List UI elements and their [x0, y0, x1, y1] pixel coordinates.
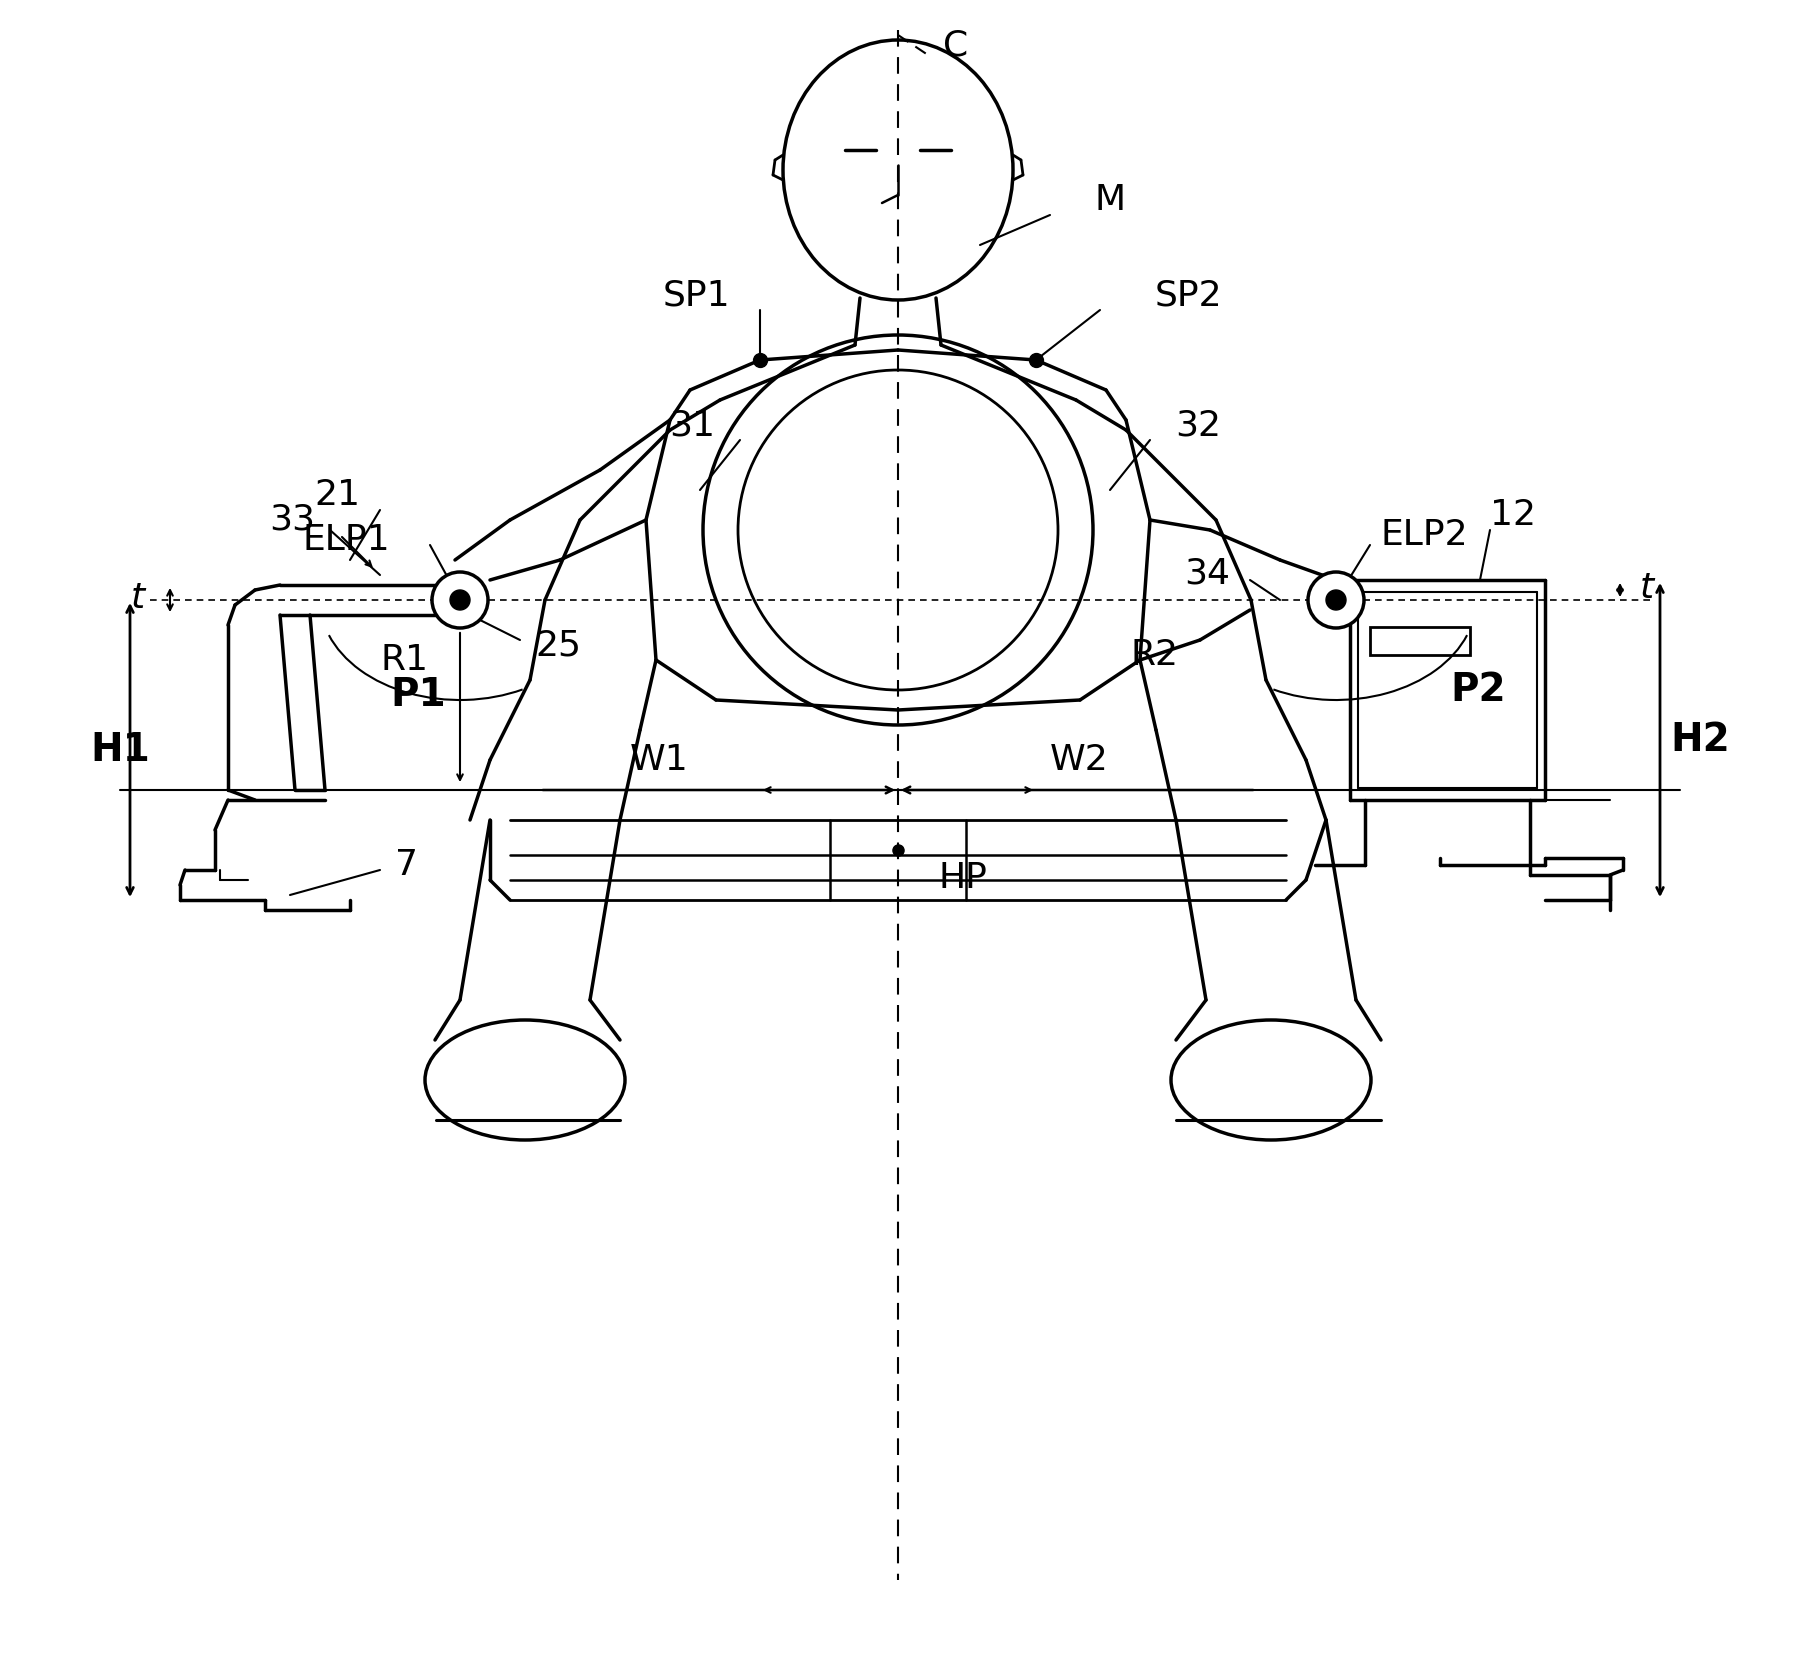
Text: W1: W1 — [630, 742, 688, 777]
Text: ELP1: ELP1 — [302, 523, 390, 556]
Circle shape — [1307, 571, 1363, 628]
Text: t: t — [1640, 571, 1654, 605]
Bar — [1370, 626, 1469, 654]
Text: R2: R2 — [1130, 638, 1178, 673]
Text: 12: 12 — [1491, 498, 1536, 532]
Text: HP: HP — [938, 860, 986, 895]
Text: 32: 32 — [1175, 409, 1221, 442]
Text: SP1: SP1 — [663, 277, 729, 312]
Text: R1: R1 — [381, 643, 427, 678]
Text: t: t — [131, 581, 145, 615]
Text: 21: 21 — [314, 478, 359, 512]
Text: P1: P1 — [390, 676, 445, 714]
Text: SP2: SP2 — [1155, 277, 1223, 312]
Text: M: M — [1096, 183, 1126, 218]
Text: H2: H2 — [1670, 721, 1730, 759]
Text: W2: W2 — [1051, 742, 1108, 777]
Text: 7: 7 — [395, 849, 418, 882]
Text: ELP2: ELP2 — [1379, 518, 1467, 551]
Text: 33: 33 — [269, 503, 314, 537]
Text: 25: 25 — [535, 628, 580, 663]
Circle shape — [433, 571, 489, 628]
Text: P2: P2 — [1449, 671, 1505, 709]
Text: 31: 31 — [668, 409, 715, 442]
Circle shape — [451, 590, 471, 610]
Text: C: C — [943, 28, 968, 61]
Circle shape — [1325, 590, 1345, 610]
Text: H1: H1 — [90, 731, 149, 769]
Text: 34: 34 — [1184, 556, 1230, 590]
